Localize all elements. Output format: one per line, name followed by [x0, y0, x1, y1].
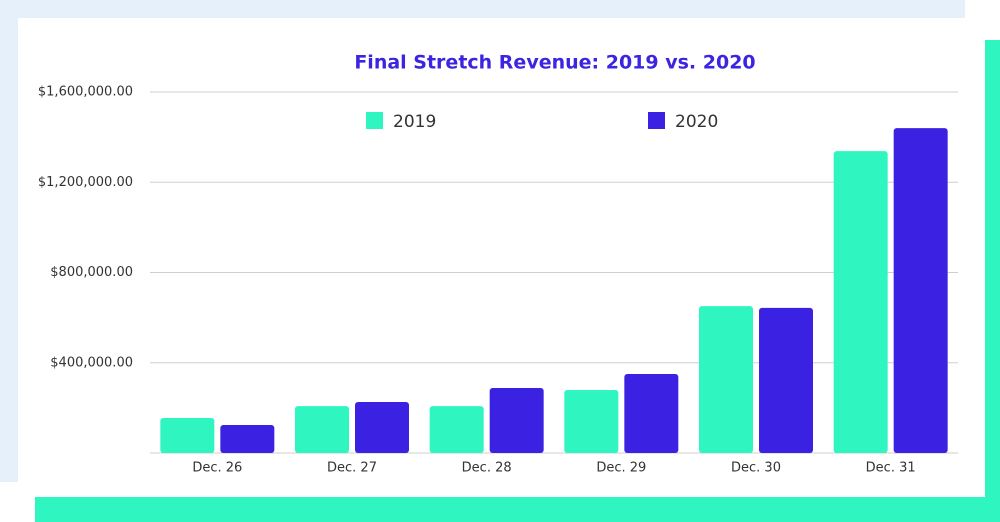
bar — [429, 406, 484, 453]
x-tick-label: Dec. 26 — [192, 461, 242, 476]
x-tick-label: Dec. 30 — [731, 461, 781, 476]
x-tick-label: Dec. 29 — [596, 461, 646, 476]
bar — [759, 307, 813, 453]
bar — [220, 425, 275, 453]
y-tick-label: $1,200,000.00 — [38, 175, 133, 190]
bar — [355, 402, 409, 453]
legend-label: 2019 — [393, 112, 436, 132]
bar — [564, 390, 619, 453]
y-tick-label: $1,600,000.00 — [38, 85, 133, 100]
y-tick-label: $800,000.00 — [50, 265, 133, 280]
x-tick-label: Dec. 27 — [327, 461, 377, 476]
bar — [833, 151, 888, 453]
bar — [295, 406, 349, 453]
bar — [624, 374, 679, 453]
bar — [699, 306, 753, 453]
bar — [489, 388, 544, 453]
y-tick-label: $400,000.00 — [50, 355, 133, 370]
chart-title: Final Stretch Revenue: 2019 vs. 2020 — [354, 52, 755, 74]
x-tick-label: Dec. 31 — [866, 461, 916, 476]
legend-swatch — [366, 112, 383, 129]
bar — [160, 418, 215, 453]
bar — [893, 128, 948, 453]
legend-label: 2020 — [675, 112, 718, 132]
x-tick-label: Dec. 28 — [462, 461, 512, 476]
legend-swatch — [648, 112, 665, 129]
